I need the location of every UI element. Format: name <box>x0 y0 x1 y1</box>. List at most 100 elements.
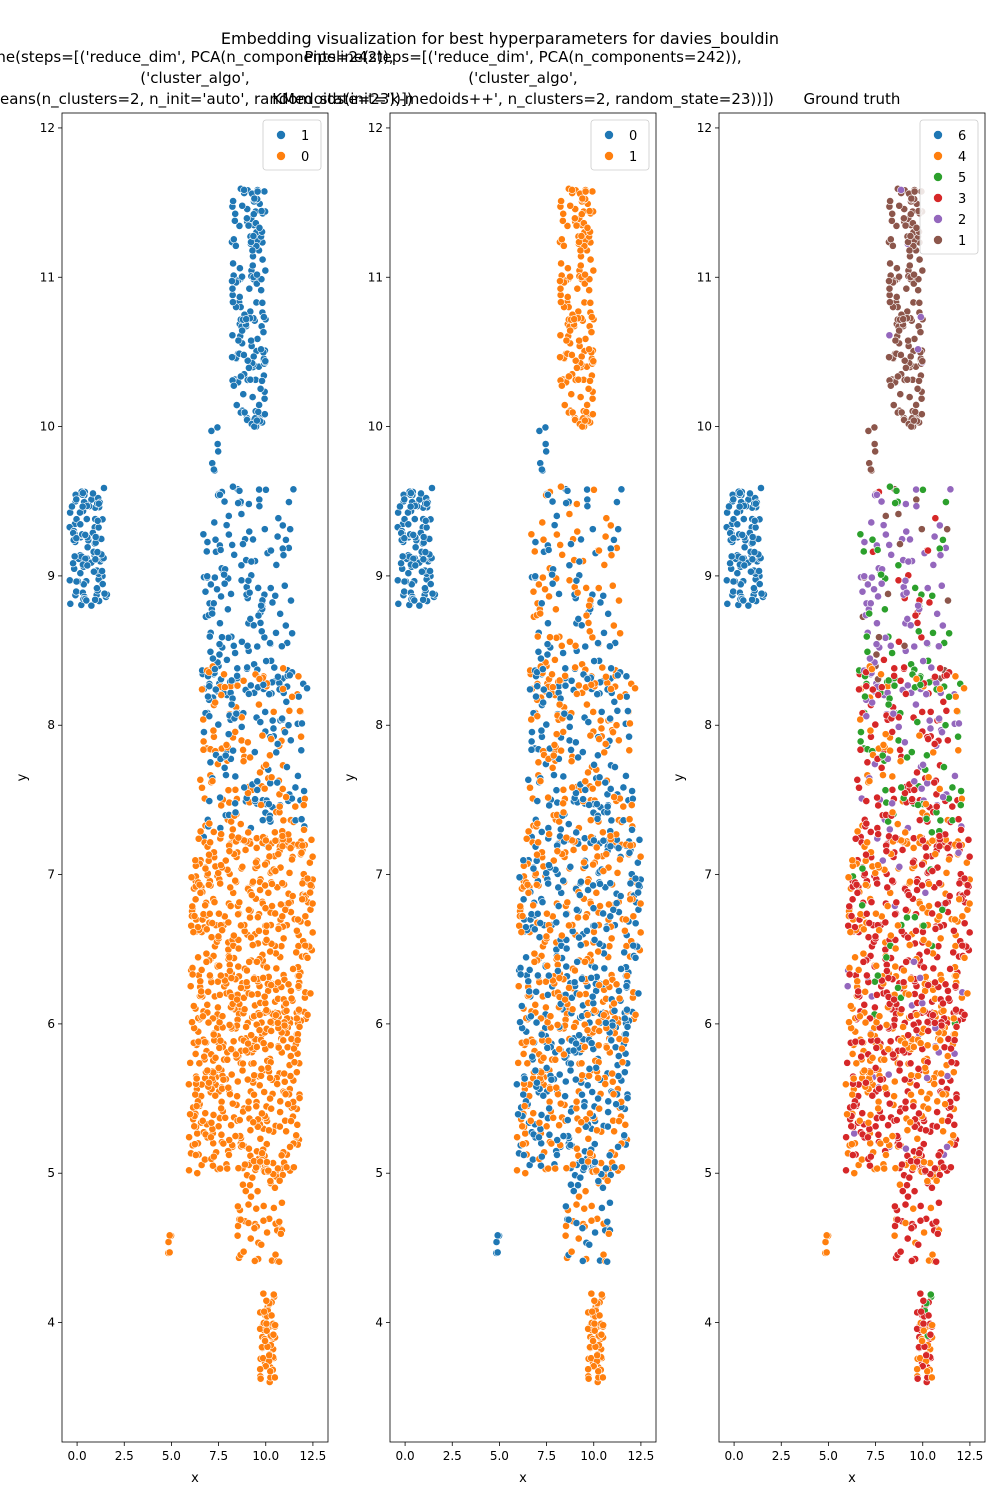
scatter-point <box>636 852 645 861</box>
scatter-point <box>862 682 871 691</box>
scatter-point <box>906 621 915 630</box>
scatter-point <box>229 197 237 205</box>
scatter-point <box>891 910 899 919</box>
y-tick-label: 4 <box>47 1316 55 1330</box>
scatter-point <box>890 1077 899 1086</box>
scatter-point <box>564 264 572 273</box>
scatter-point <box>939 1163 948 1172</box>
scatter-point <box>227 590 235 598</box>
scatter-point <box>253 642 262 651</box>
scatter-point <box>210 573 219 582</box>
scatter-point <box>860 1066 869 1075</box>
scatter-point <box>220 570 228 579</box>
scatter-point <box>234 962 243 971</box>
scatter-point <box>620 1014 629 1023</box>
scatter-point <box>246 615 255 623</box>
scatter-point <box>253 335 262 343</box>
scatter-point <box>230 216 239 225</box>
scatter-point <box>72 577 81 586</box>
scatter-point <box>606 785 615 793</box>
scatter-point <box>910 335 919 343</box>
scatter-point <box>284 980 293 989</box>
scatter-point <box>297 746 306 755</box>
scatter-point <box>284 721 293 730</box>
scatter-point <box>261 881 269 890</box>
scatter-point <box>583 1026 592 1035</box>
scatter-point <box>564 1215 573 1224</box>
scatter-point <box>266 1177 275 1186</box>
scatter-point <box>294 772 302 780</box>
scatter-point <box>241 846 250 854</box>
scatter-point <box>417 489 425 498</box>
scatter-point <box>595 546 603 555</box>
scatter-point <box>569 1160 577 1169</box>
scatter-point <box>822 1231 831 1240</box>
scatter-point <box>261 1337 269 1345</box>
scatter-point <box>294 672 303 681</box>
scatter-point <box>575 557 584 566</box>
scatter-point <box>628 825 636 834</box>
scatter-point <box>880 605 889 614</box>
scatter-point <box>604 1108 613 1116</box>
x-tick-label: 12.5 <box>957 1449 984 1463</box>
scatter-point <box>865 777 874 785</box>
scatter-point <box>586 731 595 740</box>
scatter-point <box>201 864 210 873</box>
scatter-point <box>563 898 572 907</box>
scatter-point <box>308 928 317 937</box>
scatter-point <box>419 595 428 604</box>
scatter-point <box>217 691 226 699</box>
scatter-point <box>885 277 893 285</box>
scatter-point <box>282 793 291 801</box>
scatter-point <box>216 971 225 980</box>
scatter-point <box>590 935 599 944</box>
scatter-point <box>409 530 418 539</box>
scatter-point <box>606 521 615 530</box>
x-tick-label: 5.0 <box>162 1449 181 1463</box>
scatter-point <box>267 1104 276 1113</box>
scatter-point <box>259 1039 268 1048</box>
scatter-point <box>610 1006 619 1015</box>
x-tick-label: 12.5 <box>628 1449 655 1463</box>
scatter-point <box>566 201 575 210</box>
scatter-point <box>910 1187 919 1196</box>
scatter-point <box>294 982 303 990</box>
scatter-point <box>854 987 863 996</box>
scatter-point <box>257 1240 266 1249</box>
scatter-point <box>530 925 539 934</box>
scatter-point <box>240 1005 249 1014</box>
scatter-point <box>906 1059 915 1068</box>
scatter-point <box>901 1200 910 1209</box>
axes-frame <box>61 112 329 1443</box>
legend-label: 1 <box>958 234 966 249</box>
scatter-point <box>237 713 246 722</box>
scatter-point <box>601 1080 610 1088</box>
scatter-point <box>282 999 290 1008</box>
scatter-point <box>921 843 930 852</box>
scatter-point <box>280 1077 289 1086</box>
scatter-point <box>400 577 409 586</box>
scatter-point <box>757 484 765 492</box>
scatter-point <box>198 685 206 694</box>
scatter-point <box>929 748 938 757</box>
scatter-point <box>587 1039 596 1048</box>
scatter-point <box>562 1164 571 1173</box>
scatter-point <box>528 1155 537 1164</box>
scatter-point <box>189 1002 198 1010</box>
scatter-point <box>210 665 219 674</box>
scatter-point <box>847 912 856 920</box>
scatter-point <box>537 1030 546 1039</box>
scatter-point <box>894 983 902 992</box>
scatter-point <box>617 485 626 494</box>
scatter-point <box>613 706 622 715</box>
scatter-point <box>220 683 229 692</box>
scatter-point <box>904 336 913 345</box>
scatter-point <box>287 596 295 605</box>
scatter-point <box>866 828 875 836</box>
scatter-point <box>272 1011 280 1020</box>
scatter-point <box>592 1166 601 1175</box>
scatter-point <box>928 591 937 600</box>
scatter-point <box>272 628 280 637</box>
scatter-point <box>914 345 922 354</box>
scatter-point <box>292 1131 301 1140</box>
